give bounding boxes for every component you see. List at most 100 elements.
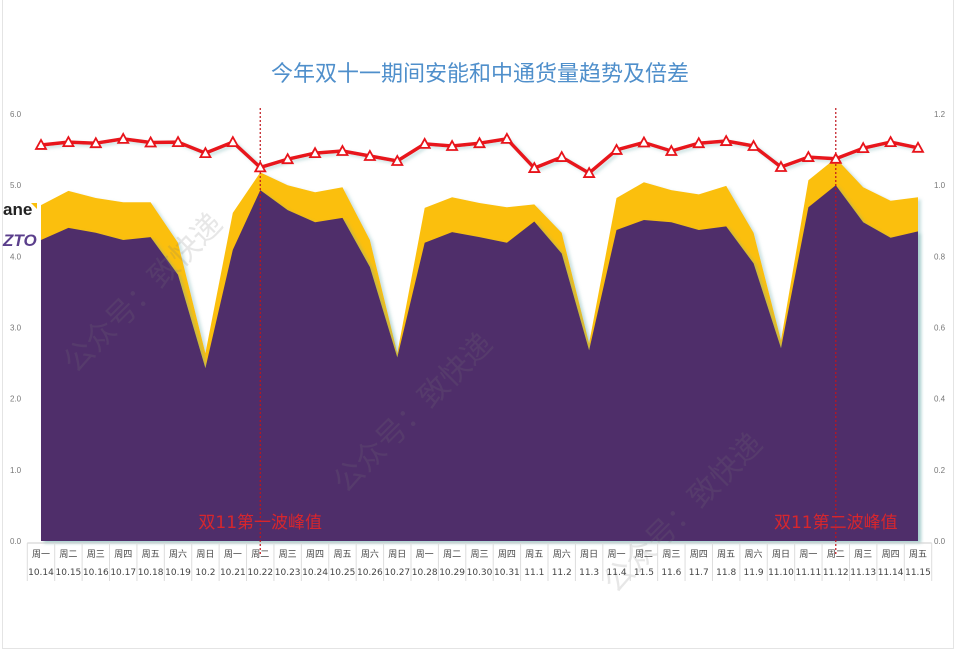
ratio-point: [226, 135, 240, 148]
weekday-label: 周五: [525, 549, 543, 560]
ratio-point: [801, 150, 815, 162]
y-tick-label: 3.0: [10, 324, 22, 333]
date-label: 11.3: [579, 568, 599, 578]
ratio-point: [144, 135, 158, 148]
weekday-label: 周六: [169, 548, 187, 560]
ratio-point: [89, 136, 103, 149]
ratio-point: [253, 160, 267, 173]
peak-annotation: 双11第一波峰值: [198, 513, 322, 533]
ratio-point: [171, 135, 185, 148]
ratio-point: [335, 144, 349, 156]
chart-title: 今年双十一期间安能和中通货量趋势及倍差: [270, 62, 689, 87]
date-label: 10.14: [28, 568, 54, 578]
ratio-point: [527, 161, 541, 173]
date-label: 11.5: [634, 568, 654, 578]
weekday-label: 周五: [333, 549, 351, 560]
ratio-point: [281, 152, 295, 165]
weekday-label: 周一: [799, 549, 817, 560]
date-label: 11.9: [744, 568, 764, 578]
date-label: 10.26: [357, 568, 383, 578]
ratio-point: [61, 135, 75, 148]
date-label: 10.29: [439, 568, 465, 578]
ratio-point: [445, 139, 459, 151]
ratio-point: [692, 136, 706, 149]
y-tick-label: 1.0: [10, 466, 22, 475]
y2-tick-label: 0.4: [934, 395, 946, 404]
date-label: 11.11: [795, 568, 821, 578]
date-label: 10.30: [467, 568, 493, 578]
peak-annotation: 双11第二波峰值: [774, 513, 898, 533]
ratio-point: [34, 138, 48, 150]
ratio-point: [500, 132, 514, 144]
date-label: 10.31: [494, 568, 520, 578]
weekday-label: 周六: [553, 548, 571, 560]
y-tick-label: 5.0: [10, 181, 22, 190]
date-label: 10.15: [56, 568, 82, 578]
legend-ane-logo: ane: [3, 200, 32, 219]
ratio-point: [418, 137, 432, 149]
date-label: 11.6: [661, 568, 681, 578]
y2-tick-label: 1.2: [934, 110, 946, 119]
ratio-point: [829, 151, 843, 164]
date-label: 11.7: [689, 568, 709, 578]
ratio-point: [747, 139, 761, 151]
weekday-label: 周四: [114, 549, 132, 560]
weekday-label: 周日: [772, 549, 790, 560]
date-label: 10.19: [165, 568, 191, 578]
weekday-label: 周二: [251, 549, 269, 560]
date-label: 10.21: [220, 568, 246, 578]
weekday-label: 周三: [854, 549, 872, 560]
y-tick-label: 6.0: [10, 110, 22, 119]
date-label: 11.8: [716, 568, 736, 578]
y-tick-label: 0.0: [10, 537, 22, 546]
ratio-point: [116, 132, 130, 144]
weekday-label: 周二: [827, 549, 845, 560]
weekday-label: 周日: [388, 549, 406, 560]
weekday-label: 周四: [882, 549, 900, 560]
ratio-point: [610, 143, 624, 155]
ratio-point: [664, 144, 678, 156]
y2-tick-label: 0.0: [934, 537, 946, 546]
date-label: 11.1: [524, 568, 544, 578]
ratio-point: [637, 135, 651, 148]
date-label: 11.4: [607, 568, 627, 578]
weekday-label: 周二: [59, 549, 77, 560]
weekday-label: 周日: [196, 549, 214, 560]
weekday-label: 周二: [635, 549, 653, 560]
weekday-label: 周三: [87, 549, 105, 560]
weekday-label: 周三: [662, 549, 680, 560]
date-label: 10.2: [195, 568, 215, 578]
weekday-label: 周四: [498, 549, 516, 560]
weekday-label: 周二: [443, 549, 461, 560]
weekday-label: 周一: [416, 549, 434, 560]
ratio-point: [308, 146, 322, 159]
ane-arrow-icon: [31, 203, 37, 209]
weekday-label: 周一: [32, 549, 50, 560]
ratio-point: [719, 134, 733, 146]
y2-tick-label: 0.8: [934, 252, 946, 261]
date-label: 11.13: [850, 568, 876, 578]
date-label: 10.25: [330, 568, 356, 578]
ratio-point: [390, 154, 404, 166]
legend-zto-logo: ZTO: [2, 231, 37, 250]
weekday-label: 周一: [608, 549, 626, 560]
weekday-label: 周六: [361, 548, 379, 560]
weekday-label: 周一: [224, 549, 242, 560]
date-label: 10.23: [275, 568, 301, 578]
ratio-point: [884, 135, 898, 148]
date-label: 11.15: [905, 568, 931, 578]
weekday-label: 周三: [279, 549, 297, 560]
ratio-point: [555, 150, 569, 162]
weekday-label: 周六: [745, 548, 763, 560]
date-label: 11.14: [878, 568, 904, 578]
date-label: 11.12: [823, 568, 849, 578]
y2-tick-label: 0.2: [934, 466, 946, 475]
date-label: 10.18: [138, 568, 164, 578]
weekday-label: 周四: [690, 549, 708, 560]
ratio-point: [911, 140, 925, 153]
date-label: 10.28: [412, 568, 438, 578]
date-label: 11.2: [552, 568, 572, 578]
date-label: 10.24: [302, 568, 328, 578]
weekday-label: 周三: [470, 549, 488, 560]
